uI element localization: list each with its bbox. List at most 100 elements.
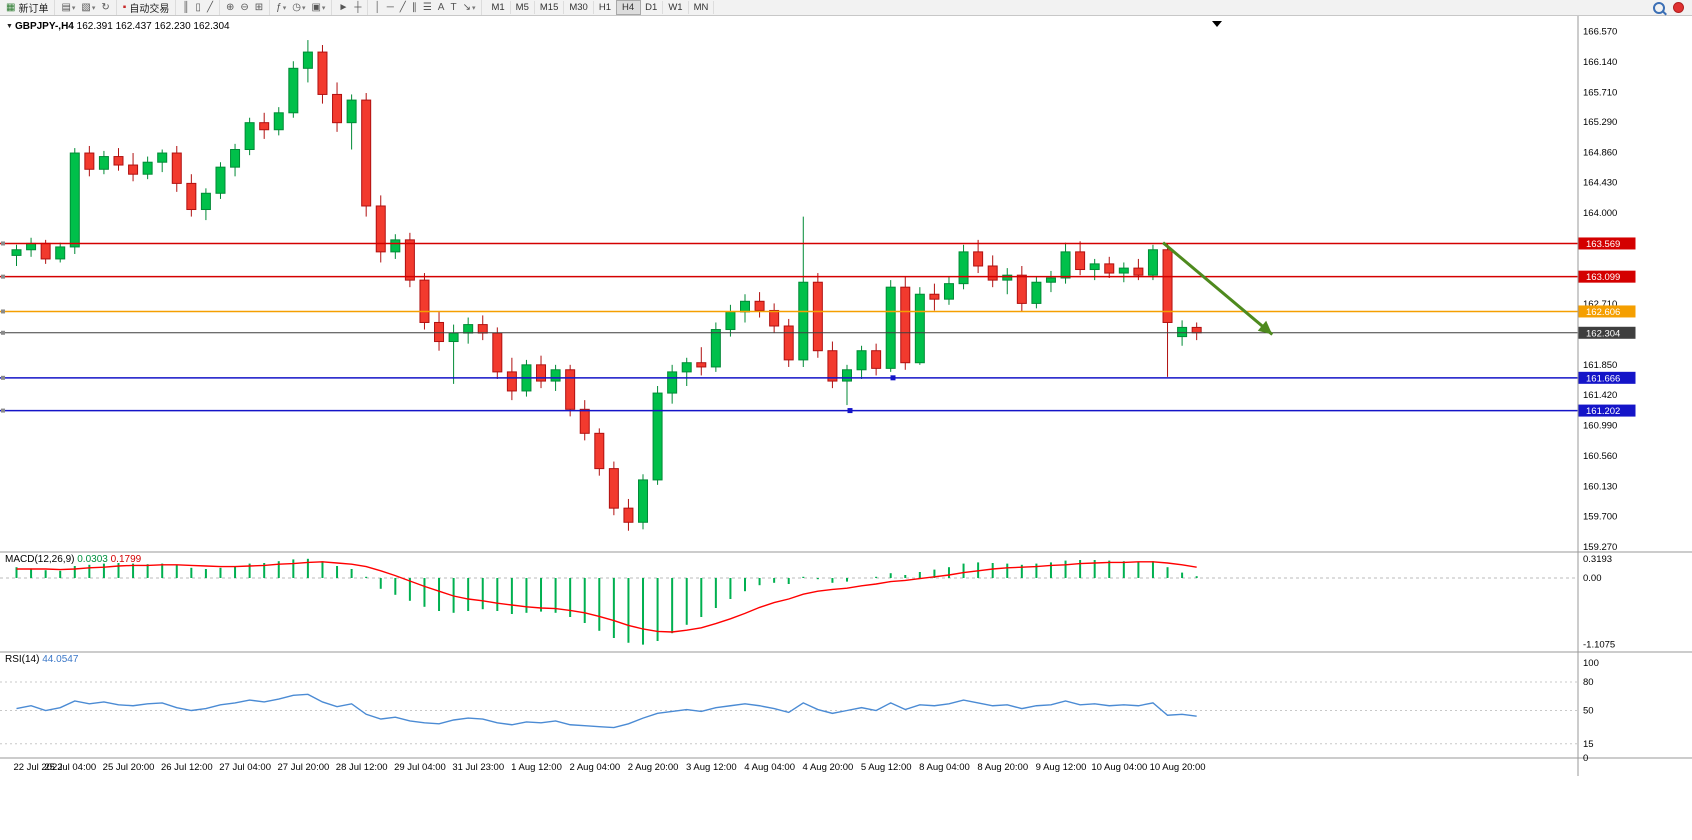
new-chart-button[interactable]: ▤ ▾ bbox=[58, 1, 78, 15]
svg-text:164.000: 164.000 bbox=[1583, 208, 1617, 219]
search-icon[interactable] bbox=[1653, 1, 1665, 14]
svg-text:0.3193: 0.3193 bbox=[1583, 554, 1612, 565]
crosshair-icon: ┼ bbox=[354, 1, 362, 13]
line-anchor-marker bbox=[1, 241, 5, 246]
horizontal-line-tool-icon: ─ bbox=[386, 1, 394, 13]
svg-text:8 Aug 20:00: 8 Aug 20:00 bbox=[977, 762, 1028, 773]
timeframe-d1-button[interactable]: D1 bbox=[640, 1, 664, 14]
label-tool-button[interactable]: T bbox=[447, 1, 459, 15]
channel-tool-button[interactable]: ∥ bbox=[409, 1, 420, 15]
svg-text:1 Aug 12:00: 1 Aug 12:00 bbox=[511, 762, 562, 773]
auto-trading-label: 自动交易 bbox=[129, 4, 170, 15]
channel-tool-icon: ∥ bbox=[411, 1, 417, 13]
rsi-line bbox=[16, 693, 1197, 729]
svg-text:163.569: 163.569 bbox=[1586, 239, 1620, 250]
toolbar: ▦ 新订单 ▤ ▾ ▧ ▾ ↻ ▪ 自动交易 ║ ▯ ╱ ⊕ ⊖ ⊞ ƒ ▾ ◷ ▾ ▣ ▾ ► ┼ │ ─ ╱ ∥ ☰ A T ↘ ▾ M1… bbox=[0, 0, 1692, 16]
bars-chart-type-button[interactable]: ║ bbox=[179, 1, 192, 15]
price-badge-163.569 bbox=[1578, 237, 1636, 250]
new-order-icon: ▦ bbox=[6, 1, 16, 13]
timeframe-h1-button[interactable]: H1 bbox=[594, 1, 617, 14]
time-periods-icon: ◷ bbox=[292, 1, 301, 13]
new-chart-icon: ▤ bbox=[61, 1, 71, 13]
toolbar-right bbox=[1653, 1, 1692, 14]
timeframe-w1-button[interactable]: W1 bbox=[663, 1, 689, 14]
trendline-handle[interactable] bbox=[847, 408, 853, 414]
toolbar-buttons: ▦ 新订单 ▤ ▾ ▧ ▾ ↻ ▪ 自动交易 ║ ▯ ╱ ⊕ ⊖ ⊞ ƒ ▾ ◷ ▾ ▣ ▾ ► ┼ │ ─ ╱ ∥ ☰ A T ↘ ▾ bbox=[0, 0, 483, 16]
timeframe-m1-button[interactable]: M1 bbox=[486, 1, 511, 14]
refresh-button[interactable]: ↻ bbox=[98, 1, 112, 15]
notification-badge[interactable] bbox=[1673, 2, 1684, 13]
label-tool-icon: T bbox=[450, 1, 457, 13]
svg-text:161.420: 161.420 bbox=[1583, 390, 1617, 401]
indicators-button[interactable]: ƒ ▾ bbox=[273, 1, 289, 15]
svg-text:3 Aug 12:00: 3 Aug 12:00 bbox=[686, 762, 737, 773]
cursor-button[interactable]: ► bbox=[335, 1, 351, 15]
line-chart-type-button[interactable]: ╱ bbox=[204, 1, 216, 15]
indicators-icon: ƒ bbox=[276, 1, 282, 13]
templates-button[interactable]: ▣ ▾ bbox=[308, 1, 328, 15]
rsi-value: 44.0547 bbox=[42, 654, 79, 665]
svg-text:50: 50 bbox=[1583, 706, 1594, 717]
macd-title: MACD(12,26,9) bbox=[5, 554, 75, 565]
svg-text:161.850: 161.850 bbox=[1583, 360, 1617, 371]
chart-shift-marker[interactable] bbox=[1212, 21, 1222, 27]
symbol-ohlc-label: ▼ GBPJPY-,H4 162.391 162.437 162.230 162.… bbox=[6, 21, 230, 32]
fibonacci-tool-icon: ☰ bbox=[422, 1, 432, 13]
auto-trading-button[interactable]: ▪ 自动交易 bbox=[120, 1, 173, 16]
svg-text:9 Aug 12:00: 9 Aug 12:00 bbox=[1036, 762, 1087, 773]
timeframe-m30-button[interactable]: M30 bbox=[564, 1, 594, 14]
svg-text:5 Aug 12:00: 5 Aug 12:00 bbox=[861, 762, 912, 773]
rsi-title: RSI(14) bbox=[5, 654, 40, 665]
svg-text:162.606: 162.606 bbox=[1586, 307, 1620, 318]
time-periods-button[interactable]: ◷ ▾ bbox=[289, 1, 308, 15]
fibonacci-tool-button[interactable]: ☰ bbox=[420, 1, 435, 15]
symbol-dropdown-arrow[interactable]: ▼ bbox=[6, 23, 13, 30]
svg-text:164.430: 164.430 bbox=[1583, 178, 1617, 189]
crosshair-button[interactable]: ┼ bbox=[351, 1, 364, 15]
svg-text:26 Jul 12:00: 26 Jul 12:00 bbox=[161, 762, 213, 773]
svg-text:166.570: 166.570 bbox=[1583, 27, 1617, 38]
tile-windows-button[interactable]: ⊞ bbox=[252, 1, 266, 15]
zoom-out-button[interactable]: ⊖ bbox=[237, 1, 251, 15]
rsi-indicator-label: RSI(14) 44.0547 bbox=[5, 654, 78, 665]
price-chart[interactable]: 166.570 166.140 165.710 165.290 164.860 164.4… bbox=[0, 16, 1692, 840]
chevron-down-icon: ▾ bbox=[91, 4, 96, 12]
toolbar-group: ► ┼ bbox=[332, 0, 369, 15]
timeframe-m15-button[interactable]: M15 bbox=[535, 1, 565, 14]
svg-text:10 Aug 04:00: 10 Aug 04:00 bbox=[1091, 762, 1147, 773]
svg-text:161.666: 161.666 bbox=[1586, 373, 1620, 384]
trendline-handle[interactable] bbox=[890, 375, 896, 381]
text-tool-button[interactable]: A bbox=[435, 1, 448, 15]
new-order-label: 新订单 bbox=[18, 4, 49, 15]
vertical-line-tool-button[interactable]: │ bbox=[371, 1, 383, 15]
toolbar-group: ║ ▯ ╱ bbox=[176, 0, 220, 15]
svg-text:163.099: 163.099 bbox=[1586, 272, 1620, 283]
candles-chart-type-button[interactable]: ▯ bbox=[192, 1, 204, 15]
timeframe-mn-button[interactable]: MN bbox=[689, 1, 715, 14]
svg-text:100: 100 bbox=[1583, 658, 1599, 669]
horizontal-line-tool-button[interactable]: ─ bbox=[384, 1, 397, 15]
profiles-button[interactable]: ▧ ▾ bbox=[78, 1, 98, 15]
svg-text:161.202: 161.202 bbox=[1586, 406, 1620, 417]
chevron-down-icon: ▾ bbox=[471, 4, 476, 12]
price-badge-163.099 bbox=[1578, 270, 1636, 283]
svg-text:159.270: 159.270 bbox=[1583, 542, 1617, 553]
timeframe-bar: M1 M5 M15 M30 H1 H4 D1 W1 MN bbox=[486, 0, 715, 15]
new-order-button[interactable]: ▦ 新订单 bbox=[3, 1, 51, 16]
timeframe-h4-button[interactable]: H4 bbox=[615, 0, 642, 15]
vertical-line-tool-icon: │ bbox=[374, 1, 381, 13]
macd-histogram bbox=[15, 558, 1198, 645]
svg-text:15: 15 bbox=[1583, 739, 1594, 750]
trendline-tool-button[interactable]: ╱ bbox=[397, 1, 409, 15]
chevron-down-icon: ▾ bbox=[282, 4, 287, 12]
svg-text:2 Aug 20:00: 2 Aug 20:00 bbox=[628, 762, 679, 773]
svg-text:164.860: 164.860 bbox=[1583, 147, 1617, 158]
arrows-tool-button[interactable]: ↘ ▾ bbox=[460, 1, 479, 15]
zoom-in-button[interactable]: ⊕ bbox=[223, 1, 237, 15]
macd-value: 0.0303 bbox=[77, 554, 108, 565]
sell-arrow-annotation[interactable] bbox=[1162, 241, 1274, 336]
timeframe-m5-button[interactable]: M5 bbox=[511, 1, 535, 14]
macd-signal-value: 0.1799 bbox=[110, 554, 142, 565]
price-badge-162.304 bbox=[1578, 326, 1636, 339]
